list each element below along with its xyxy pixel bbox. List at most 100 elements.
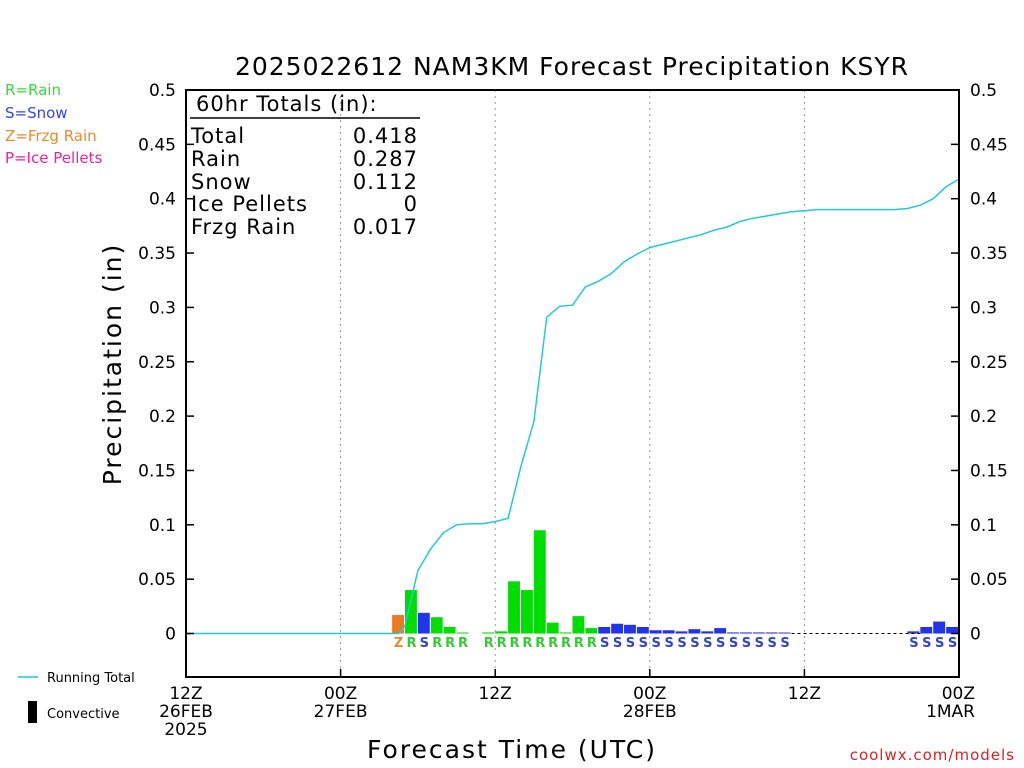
ptype-letter: S <box>755 636 764 651</box>
y-tick-label-left: 0.15 <box>138 461 176 481</box>
totals-value-rain: 0.287 <box>353 147 418 171</box>
precip-bar <box>624 624 636 634</box>
y-tick-label-left: 0.2 <box>149 407 176 427</box>
precip-bar <box>611 623 624 634</box>
totals-label-snow: Snow <box>191 170 252 194</box>
ptype-legend-rain: R=Rain <box>5 81 61 99</box>
y-tick-label-right: 0.05 <box>970 570 1008 590</box>
running-total-layer <box>186 178 960 635</box>
plot-frame <box>185 89 960 678</box>
precip-bar <box>585 628 598 634</box>
y-tick-label-left: 0.1 <box>149 516 176 536</box>
ptype-letter: S <box>664 636 673 651</box>
ptype-letter: R <box>561 636 571 651</box>
x-tick-label: 00Z <box>942 684 975 704</box>
y-tick-label-left: 0.45 <box>138 135 176 155</box>
x-tick-label: 00Z <box>633 684 666 704</box>
ptype-letter: S <box>703 636 712 651</box>
y-tick-label-right: 0.2 <box>970 407 997 427</box>
totals-value-snow: 0.112 <box>353 170 418 194</box>
precip-bar <box>482 632 495 634</box>
x-tick-label: 00Z <box>324 684 357 704</box>
precip-bar <box>546 622 559 634</box>
y-tick-label-right: 0.15 <box>970 461 1008 481</box>
chart-title: 2025022612 NAM3KM Forecast Precipitation… <box>235 52 909 81</box>
x-axis-title: Forecast Time (UTC) <box>367 735 657 764</box>
ptype-letter: S <box>780 636 789 651</box>
totals-label-frzg-rain: Frzg Rain <box>191 215 296 239</box>
ptype-letter: S <box>690 636 699 651</box>
precip-bar <box>495 631 508 634</box>
ptype-letter: S <box>639 636 648 651</box>
ptype-letter: S <box>922 636 931 651</box>
running-total-legend-label: Running Total <box>47 671 135 686</box>
precip-bar <box>727 632 739 634</box>
precip-bar <box>417 612 430 634</box>
ptype-letter: R <box>497 636 507 651</box>
ptype-letter: S <box>420 636 429 651</box>
bottom-legend: Running Total Convective <box>18 671 135 723</box>
convective-legend-swatch <box>28 701 37 723</box>
y-tick-label-right: 0.5 <box>970 81 997 101</box>
ptype-letter: R <box>522 636 532 651</box>
ptype-legend-snow: S=Snow <box>5 104 68 122</box>
precip-bar <box>572 616 585 634</box>
y-tick-label-right: 0.3 <box>970 298 997 318</box>
grid-lines <box>340 90 805 677</box>
y-tick-label-left: 0.25 <box>138 353 176 373</box>
precip-bar <box>920 626 933 634</box>
totals-label-ice-pellets: Ice Pellets <box>191 192 308 216</box>
ptype-letter: S <box>716 636 725 651</box>
totals-value-frzg-rain: 0.017 <box>353 215 418 239</box>
ptype-letter: S <box>729 636 738 651</box>
ptype-letter: R <box>445 636 455 651</box>
x-tick-label: 12Z <box>788 684 821 704</box>
ptype-letter: R <box>484 636 494 651</box>
ptype-letter: R <box>535 636 545 651</box>
y-tick-label-left: 0.35 <box>138 244 176 264</box>
precip-bar <box>456 632 469 634</box>
ptype-letter: S <box>677 636 686 651</box>
x-tick-label: 12Z <box>479 684 512 704</box>
totals-value-ice-pellets: 0 <box>404 192 418 216</box>
y-tick-label-left: 0.05 <box>138 570 176 590</box>
totals-label-rain: Rain <box>191 147 241 171</box>
ptype-letter: R <box>574 636 584 651</box>
x-tick-label: 2025 <box>164 720 207 740</box>
precip-bar <box>933 621 946 634</box>
y-tick-label-left: 0.4 <box>149 190 176 210</box>
precip-bar <box>649 630 662 634</box>
precip-bar <box>443 626 456 634</box>
y-tick-label-left: 0.3 <box>149 298 176 318</box>
ptype-letter: S <box>948 636 957 651</box>
precip-bar <box>688 629 701 634</box>
ptype-legend-ice-pellets: P=Ice Pellets <box>5 149 102 167</box>
totals-box: 60hr Totals (in): Total 0.418 Rain 0.287… <box>190 92 420 239</box>
source-credit: coolwx.com/models <box>850 746 1015 764</box>
ptype-legend-frzg-rain: Z=Frzg Rain <box>5 127 97 145</box>
y-tick-label-left: 0.5 <box>149 81 176 101</box>
y-tick-label-right: 0.1 <box>970 516 997 536</box>
precip-bar <box>598 626 611 634</box>
ptype-letter: S <box>600 636 609 651</box>
precip-bar <box>675 631 688 634</box>
ptype-letter: S <box>652 636 661 651</box>
ptype-letter: S <box>909 636 918 651</box>
precip-bar <box>392 615 405 634</box>
precip-bar <box>714 628 727 634</box>
ptype-letter: R <box>406 636 416 651</box>
running-total-line <box>186 178 960 635</box>
y-tick-label-left: 0 <box>165 625 176 645</box>
ptype-legend: R=Rain S=Snow Z=Frzg Rain P=Ice Pellets <box>5 81 102 167</box>
precip-bar <box>907 631 920 634</box>
x-tick-label: 27FEB <box>314 702 368 722</box>
ptype-letter: R <box>432 636 442 651</box>
precip-bar <box>559 632 572 634</box>
precip-bar <box>739 632 752 634</box>
y-axis-ticks: 0 0 0.05 0.05 0.1 0.1 0.15 0.15 0.2 0.2 0.25 0.25 0.… <box>138 81 1008 645</box>
ptype-letter: Z <box>394 636 403 651</box>
ptype-letter: S <box>626 636 635 651</box>
totals-heading: 60hr Totals (in): <box>196 92 378 116</box>
